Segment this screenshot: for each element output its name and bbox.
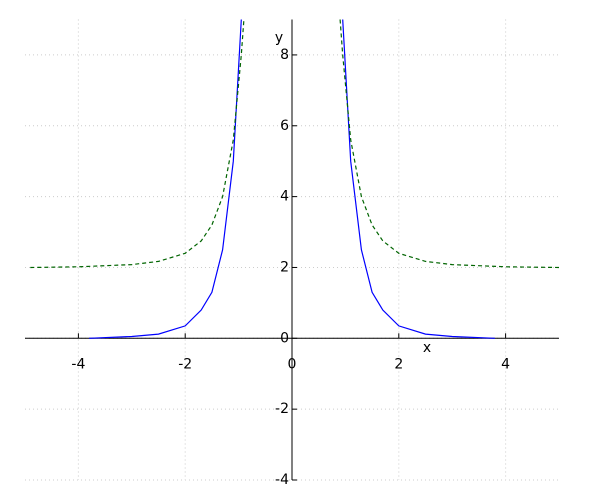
y-tick-label: 2: [280, 259, 289, 275]
y-tick-label: 8: [280, 47, 289, 63]
y-tick-label: -4: [275, 472, 289, 488]
y-tick-label: 6: [280, 118, 289, 134]
x-tick-label: 2: [394, 356, 403, 372]
curve: [89, 19, 495, 339]
y-tick-label: 4: [280, 189, 289, 205]
x-axis-label: x: [423, 340, 431, 356]
x-tick-label: -2: [178, 356, 192, 372]
curve: [30, 19, 560, 269]
x-tick-label: 4: [501, 356, 510, 372]
y-axis-label: y: [275, 30, 283, 46]
y-tick-label: -2: [275, 401, 289, 417]
curves: [30, 19, 560, 339]
x-tick-label: -4: [71, 356, 85, 372]
